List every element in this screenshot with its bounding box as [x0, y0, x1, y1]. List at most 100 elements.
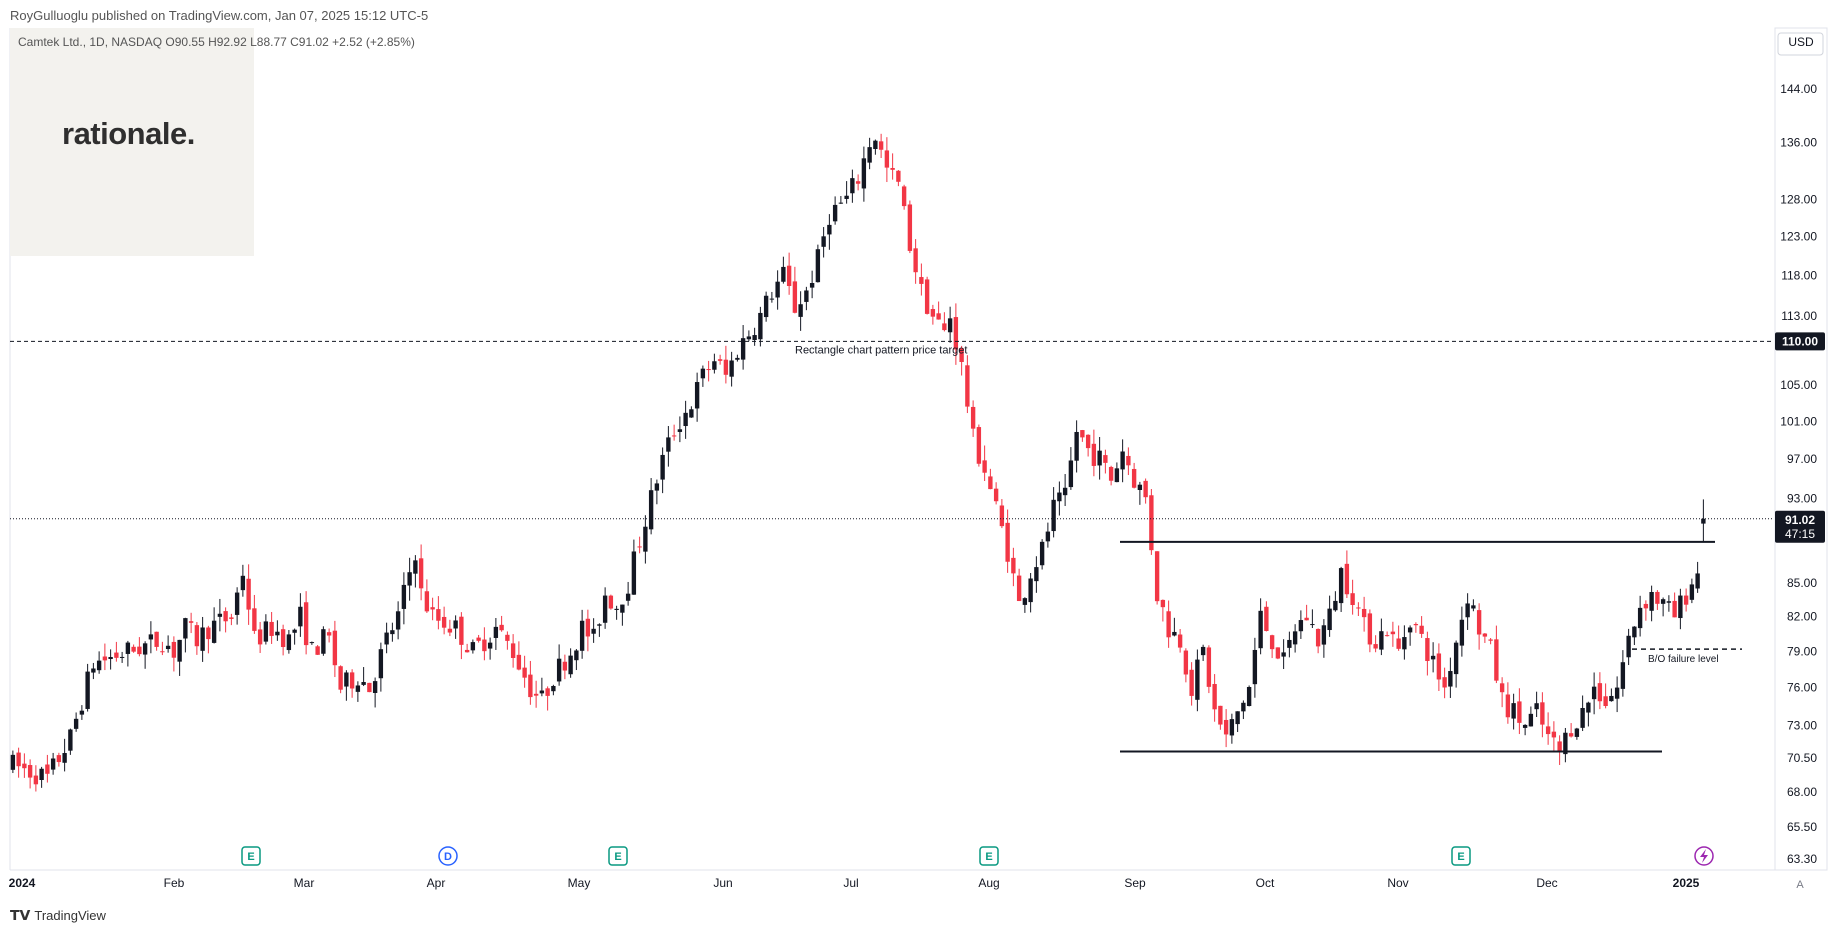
candle-body	[712, 361, 717, 370]
candle-body	[171, 641, 177, 658]
candle-body	[1154, 551, 1160, 602]
candle-body	[125, 642, 131, 654]
candle-body	[1494, 639, 1499, 681]
candle-body	[390, 630, 395, 635]
earnings-marker	[1451, 846, 1471, 866]
candle-body	[1229, 719, 1235, 736]
candle-body	[424, 591, 430, 612]
candle-body	[1103, 455, 1108, 463]
price-tick-label: 65.50	[1787, 820, 1817, 834]
candle-body	[326, 632, 332, 636]
time-axis-label: Jul	[843, 876, 858, 890]
candle-body	[1396, 638, 1401, 649]
candle-body	[246, 578, 251, 610]
bar-countdown: 47:15	[1785, 527, 1815, 541]
candle-body	[229, 617, 234, 619]
time-axis-label: Oct	[1256, 876, 1275, 890]
candle-body	[234, 592, 240, 615]
footer-brand[interactable]: 𝗧𝗩 TradingView	[10, 907, 106, 924]
candle-body	[1632, 626, 1637, 638]
candle-body	[654, 483, 660, 491]
candle-body	[1407, 627, 1413, 633]
price-tick-label: 118.00	[1781, 269, 1817, 283]
candle-body	[154, 631, 159, 647]
candle-body	[470, 642, 476, 651]
candle-body	[1453, 642, 1459, 675]
candle-body	[211, 620, 217, 643]
candle-body	[637, 546, 642, 548]
candle-body	[1545, 726, 1551, 735]
candle-body	[1482, 633, 1488, 637]
candle-body	[453, 620, 458, 629]
candle-body	[1379, 631, 1384, 650]
candle-body	[223, 611, 228, 622]
candle-body	[1591, 686, 1597, 700]
candle-body	[602, 595, 608, 623]
price-tick-label: 73.00	[1787, 718, 1817, 732]
candle-body	[45, 764, 50, 774]
auto-scale-toggle: A	[1796, 879, 1804, 891]
candle-body	[1637, 607, 1643, 629]
candle-body	[1333, 600, 1338, 611]
candle-body	[533, 693, 539, 696]
tradingview-logo-icon: 𝗧𝗩	[10, 907, 31, 923]
candle-body	[1442, 677, 1447, 688]
candle-body	[1149, 495, 1154, 551]
candle-body	[1108, 466, 1114, 481]
candle-body	[367, 682, 372, 693]
candle-body	[1016, 575, 1022, 602]
candle-body	[413, 560, 418, 574]
candle-body	[1310, 624, 1315, 626]
candle-body	[556, 658, 562, 682]
price-tick-label: 136.00	[1780, 136, 1817, 150]
candle-body	[970, 406, 976, 429]
candle-body	[706, 369, 711, 371]
candle-body	[1499, 683, 1505, 693]
candle-body	[303, 602, 309, 646]
candle-body	[1465, 603, 1470, 618]
candle-body	[85, 671, 90, 709]
candle-body	[372, 681, 378, 693]
candle-body	[401, 584, 407, 609]
candle-body	[1459, 619, 1465, 646]
symbol-legend: Camtek Ltd., 1D, NASDAQ O90.55 H92.92 L8…	[18, 35, 415, 49]
lightning-icon	[1700, 849, 1708, 863]
candle-body	[73, 718, 79, 729]
candle-body	[1413, 624, 1419, 626]
time-axis-label: Jun	[713, 876, 732, 890]
candle-body	[700, 368, 706, 379]
candle-body	[119, 656, 125, 658]
currency-label: USD	[1788, 35, 1814, 49]
candle-body	[614, 608, 619, 610]
candle-body	[798, 304, 803, 317]
candle-body	[177, 639, 182, 662]
candle-body	[792, 281, 798, 313]
candle-body	[1218, 705, 1223, 725]
candle-body	[407, 572, 412, 586]
candle-body	[1200, 646, 1206, 656]
candle-body	[1321, 625, 1327, 645]
time-axis-label: Nov	[1387, 876, 1408, 890]
candle-body	[499, 624, 504, 631]
candle-body	[1689, 584, 1695, 600]
candle-body	[769, 298, 775, 300]
time-axis-label: Aug	[978, 876, 999, 890]
candle-body	[1269, 635, 1275, 650]
price-tick-label: 85.00	[1787, 576, 1817, 590]
candle-body	[1177, 634, 1183, 648]
candle-body	[148, 634, 154, 640]
candle-body	[1189, 669, 1194, 696]
time-axis-label: 2025	[1673, 876, 1700, 890]
candle-body	[1241, 702, 1246, 712]
candle-body	[68, 729, 73, 751]
candle-body	[252, 608, 257, 631]
candle-body	[648, 490, 654, 530]
candle-body	[907, 204, 913, 251]
candle-body	[516, 654, 522, 670]
candle-body	[786, 265, 792, 287]
candle-body	[1609, 695, 1614, 702]
candle-body	[608, 595, 614, 609]
candle-body	[1212, 684, 1217, 710]
candle-body	[1695, 573, 1700, 589]
